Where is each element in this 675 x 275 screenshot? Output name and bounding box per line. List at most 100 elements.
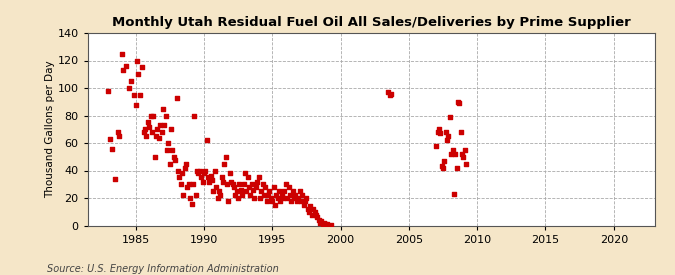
Point (441, 138, 452, 142)
Point (138, 130, 149, 134)
Point (233, 196, 244, 200)
Point (385, 91, 396, 96)
Point (153, 135, 164, 140)
Point (209, 168, 220, 173)
Point (182, 185, 193, 189)
Point (317, 222, 328, 226)
Point (167, 148, 178, 152)
Point (142, 120, 153, 125)
Point (456, 130, 466, 134)
Point (109, 177, 120, 181)
Point (288, 189, 298, 193)
Point (273, 189, 284, 193)
Point (161, 148, 172, 152)
Point (163, 141, 173, 145)
Point (234, 182, 245, 186)
Point (155, 123, 165, 127)
Point (261, 199, 272, 203)
Point (241, 189, 252, 193)
Point (186, 201, 197, 206)
Point (121, 64, 132, 68)
Point (265, 196, 276, 200)
Point (200, 168, 211, 173)
Point (316, 219, 327, 224)
Point (325, 222, 336, 227)
Point (282, 196, 293, 200)
Point (443, 134, 454, 138)
Point (189, 113, 200, 118)
Point (461, 161, 472, 166)
Point (190, 193, 201, 197)
Point (221, 182, 232, 186)
Point (169, 155, 180, 159)
Point (267, 199, 277, 203)
Point (216, 175, 227, 180)
Point (146, 130, 157, 134)
Point (134, 93, 145, 97)
Point (132, 58, 142, 63)
Point (212, 196, 223, 200)
Point (256, 189, 267, 193)
Point (315, 221, 325, 225)
Point (249, 196, 260, 200)
Point (107, 146, 117, 151)
Point (297, 193, 308, 197)
Point (319, 221, 329, 225)
Y-axis label: Thousand Gallons per Day: Thousand Gallons per Day (45, 60, 55, 198)
Point (268, 185, 279, 189)
Point (229, 185, 240, 189)
Point (244, 185, 254, 189)
Point (151, 134, 161, 138)
Point (263, 193, 273, 197)
Point (279, 189, 290, 193)
Point (181, 161, 192, 166)
Point (248, 188, 259, 192)
Point (170, 157, 181, 162)
Point (196, 175, 207, 180)
Point (300, 199, 310, 203)
Point (220, 155, 231, 159)
Point (293, 196, 304, 200)
Point (284, 185, 294, 189)
Point (252, 179, 263, 184)
Point (201, 138, 212, 142)
Point (306, 212, 317, 217)
Point (194, 168, 205, 173)
Point (271, 193, 281, 197)
Point (113, 130, 124, 134)
Point (156, 130, 167, 134)
Point (431, 144, 441, 148)
Point (254, 196, 265, 200)
Point (227, 182, 238, 186)
Point (302, 207, 313, 211)
Title: Monthly Utah Residual Fuel Oil All Sales/Deliveries by Prime Supplier: Monthly Utah Residual Fuel Oil All Sales… (112, 16, 630, 29)
Point (446, 152, 456, 156)
Point (192, 168, 202, 173)
Point (440, 130, 451, 134)
Point (141, 134, 152, 138)
Point (238, 182, 249, 186)
Point (140, 127, 151, 131)
Point (257, 182, 268, 186)
Point (217, 179, 228, 184)
Point (452, 166, 462, 170)
Point (292, 199, 302, 203)
Point (439, 159, 450, 163)
Point (124, 86, 134, 90)
Point (173, 168, 184, 173)
Point (237, 193, 248, 197)
Point (277, 196, 288, 200)
Point (447, 148, 458, 152)
Point (133, 72, 144, 76)
Point (157, 106, 168, 111)
Point (245, 193, 256, 197)
Point (117, 51, 128, 56)
Point (444, 115, 455, 119)
Point (208, 189, 219, 193)
Point (202, 175, 213, 180)
Point (259, 193, 269, 197)
Point (165, 127, 176, 131)
Point (225, 171, 236, 175)
Point (433, 127, 444, 131)
Text: Source: U.S. Energy Information Administration: Source: U.S. Energy Information Administ… (47, 264, 279, 274)
